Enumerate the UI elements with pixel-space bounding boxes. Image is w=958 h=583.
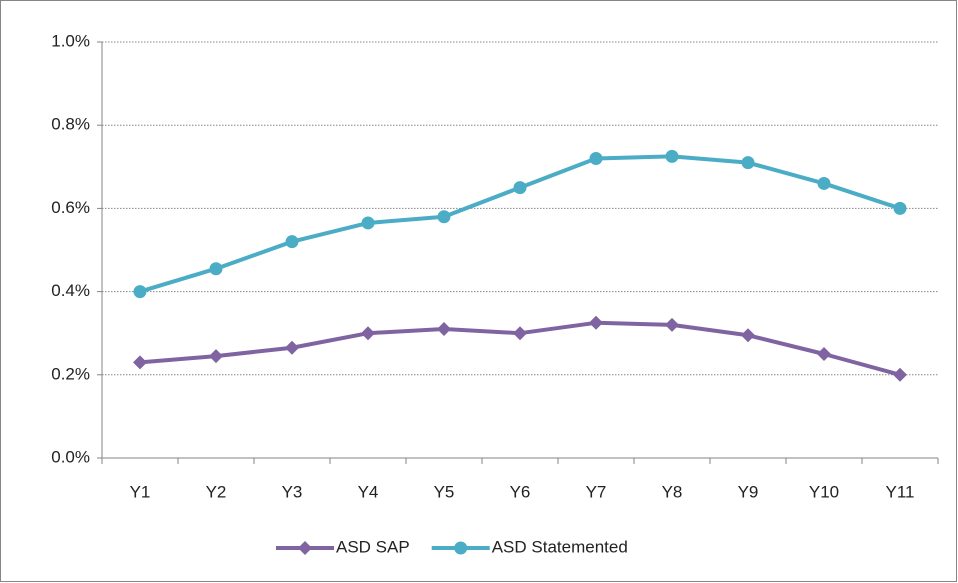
data-point <box>741 328 755 343</box>
data-point <box>893 367 907 382</box>
y-tick-label: 0.4% <box>51 281 90 300</box>
data-point <box>361 326 375 341</box>
legend-marker <box>454 541 468 555</box>
y-tick-label: 1.0% <box>51 31 90 50</box>
data-point <box>285 235 299 249</box>
x-tick-label: Y3 <box>282 482 303 501</box>
y-tick-label: 0.2% <box>51 364 90 383</box>
data-point <box>513 181 527 195</box>
x-tick-label: Y10 <box>809 482 839 501</box>
legend: ASD SAP ASD Statemented <box>276 537 628 556</box>
legend-label: ASD SAP <box>336 537 410 556</box>
data-point <box>133 285 147 299</box>
x-tick-label: Y1 <box>130 482 151 501</box>
x-tick-label: Y4 <box>358 482 379 501</box>
data-point <box>817 347 831 361</box>
data-point <box>209 262 223 276</box>
data-point <box>285 340 299 355</box>
data-point <box>665 149 679 163</box>
x-tick-label: Y2 <box>206 482 227 501</box>
data-point <box>209 349 223 364</box>
data-point <box>589 151 603 165</box>
y-tick-label: 0.8% <box>51 115 90 134</box>
data-point <box>513 326 527 341</box>
x-tick-label: Y7 <box>586 482 607 501</box>
data-point <box>361 216 375 230</box>
x-tick-label: Y6 <box>510 482 531 501</box>
x-tick-label: Y11 <box>886 482 915 501</box>
data-point <box>589 315 603 330</box>
data-point <box>133 355 147 370</box>
y-tick-label: 0.0% <box>51 447 90 466</box>
data-point <box>437 210 451 224</box>
data-point <box>893 201 907 215</box>
legend-label: ASD Statemented <box>492 537 628 556</box>
data-point <box>665 317 679 332</box>
legend-marker <box>298 541 312 555</box>
x-tick-label: Y5 <box>434 482 455 501</box>
x-tick-label: Y8 <box>662 482 683 501</box>
data-point <box>741 156 755 170</box>
data-point <box>817 176 831 190</box>
y-tick-label: 0.6% <box>51 198 90 217</box>
data-point <box>437 322 451 337</box>
x-tick-label: Y9 <box>738 482 759 501</box>
